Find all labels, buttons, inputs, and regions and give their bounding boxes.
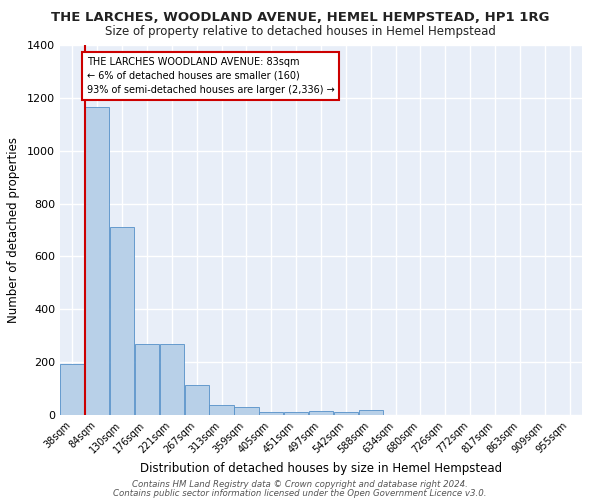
Bar: [60, 364, 85, 415]
Bar: [259, 412, 283, 415]
Text: Contains HM Land Registry data © Crown copyright and database right 2024.: Contains HM Land Registry data © Crown c…: [132, 480, 468, 489]
Bar: [359, 410, 383, 415]
Bar: [209, 406, 234, 415]
Bar: [110, 228, 134, 415]
Text: Contains public sector information licensed under the Open Government Licence v3: Contains public sector information licen…: [113, 488, 487, 498]
Bar: [309, 412, 333, 415]
Bar: [85, 107, 109, 415]
Text: Size of property relative to detached houses in Hemel Hempstead: Size of property relative to detached ho…: [104, 25, 496, 38]
Y-axis label: Number of detached properties: Number of detached properties: [7, 137, 20, 323]
Bar: [284, 412, 308, 415]
Bar: [234, 407, 259, 415]
Text: THE LARCHES, WOODLAND AVENUE, HEMEL HEMPSTEAD, HP1 1RG: THE LARCHES, WOODLAND AVENUE, HEMEL HEMP…: [51, 11, 549, 24]
Bar: [135, 344, 159, 415]
Text: THE LARCHES WOODLAND AVENUE: 83sqm
← 6% of detached houses are smaller (160)
93%: THE LARCHES WOODLAND AVENUE: 83sqm ← 6% …: [87, 57, 335, 95]
Bar: [160, 344, 184, 415]
Bar: [334, 412, 358, 415]
X-axis label: Distribution of detached houses by size in Hemel Hempstead: Distribution of detached houses by size …: [140, 462, 502, 475]
Bar: [185, 386, 209, 415]
